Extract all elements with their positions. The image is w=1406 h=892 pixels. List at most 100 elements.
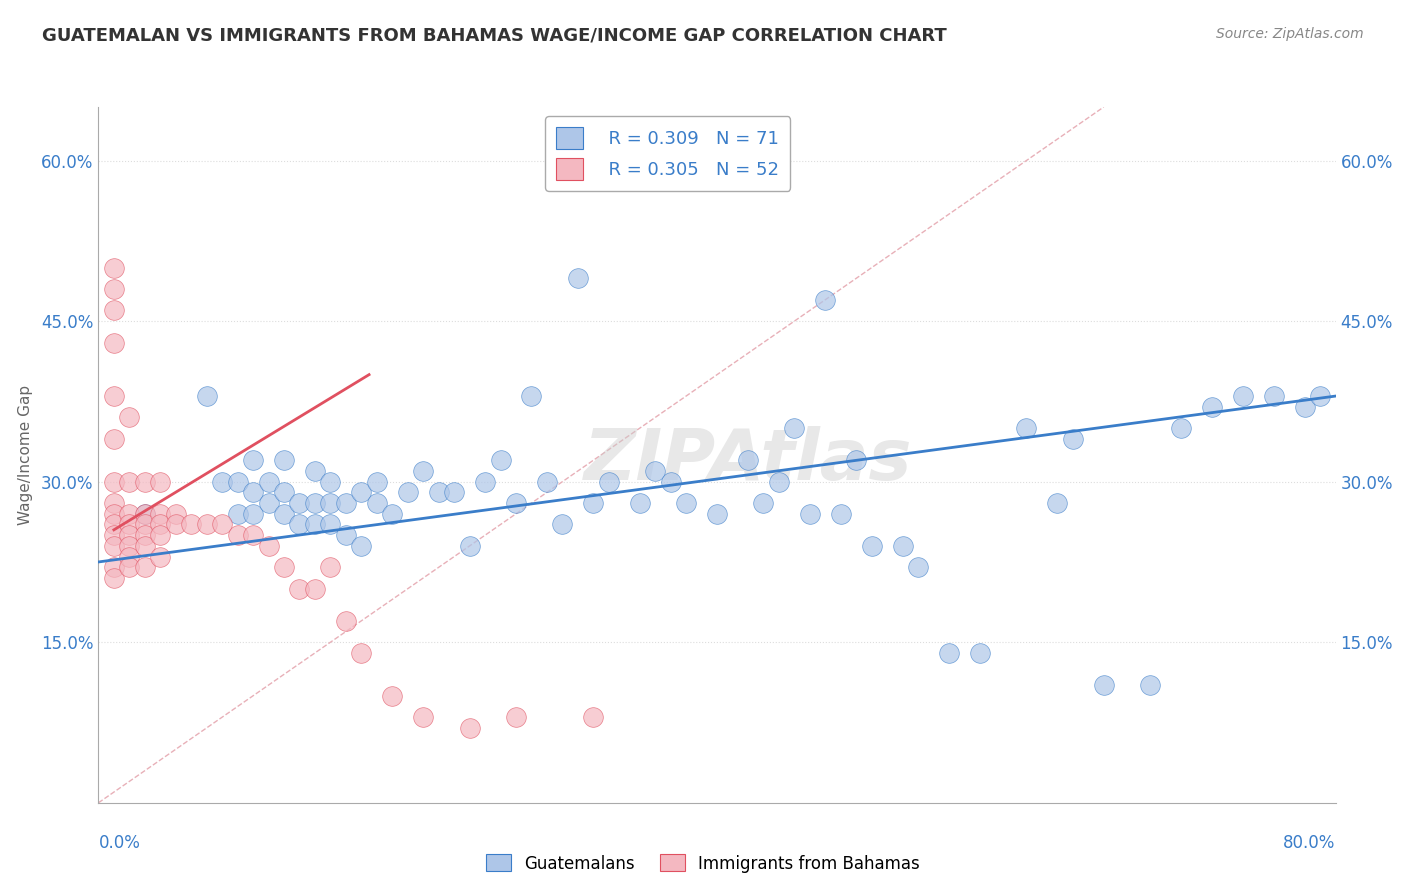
Guatemalans [366,496,388,510]
Guatemalans [1309,389,1331,403]
Guatemalans [304,496,326,510]
Guatemalans [938,646,960,660]
Guatemalans [582,496,605,510]
Immigrants from Bahamas [103,432,125,446]
Guatemalans [257,496,280,510]
Immigrants from Bahamas [149,549,172,564]
Immigrants from Bahamas [118,507,141,521]
Immigrants from Bahamas [273,560,295,574]
Guatemalans [1263,389,1285,403]
Immigrants from Bahamas [350,646,373,660]
Guatemalans [814,293,837,307]
Immigrants from Bahamas [134,507,156,521]
Immigrants from Bahamas [134,517,156,532]
Guatemalans [752,496,775,510]
Guatemalans [381,507,404,521]
Guatemalans [860,539,883,553]
Immigrants from Bahamas [103,475,125,489]
Immigrants from Bahamas [288,582,311,596]
Immigrants from Bahamas [103,528,125,542]
Immigrants from Bahamas [165,507,187,521]
Guatemalans [907,560,929,574]
Immigrants from Bahamas [134,475,156,489]
Guatemalans [226,507,249,521]
Guatemalans [350,485,373,500]
Guatemalans [969,646,991,660]
Guatemalans [396,485,419,500]
Guatemalans [706,507,728,521]
Guatemalans [567,271,589,285]
Immigrants from Bahamas [103,389,125,403]
Guatemalans [335,528,357,542]
Immigrants from Bahamas [118,475,141,489]
Immigrants from Bahamas [319,560,342,574]
Guatemalans [1062,432,1084,446]
Immigrants from Bahamas [103,335,125,350]
Guatemalans [598,475,620,489]
Immigrants from Bahamas [505,710,527,724]
Immigrants from Bahamas [149,507,172,521]
Immigrants from Bahamas [304,582,326,596]
Immigrants from Bahamas [582,710,605,724]
Text: 80.0%: 80.0% [1284,834,1336,852]
Guatemalans [1294,400,1316,414]
Legend: Guatemalans, Immigrants from Bahamas: Guatemalans, Immigrants from Bahamas [479,847,927,880]
Guatemalans [335,496,357,510]
Guatemalans [226,475,249,489]
Y-axis label: Wage/Income Gap: Wage/Income Gap [18,384,32,525]
Guatemalans [304,464,326,478]
Immigrants from Bahamas [211,517,233,532]
Immigrants from Bahamas [134,528,156,542]
Guatemalans [366,475,388,489]
Immigrants from Bahamas [103,282,125,296]
Guatemalans [1092,678,1115,692]
Guatemalans [891,539,914,553]
Guatemalans [257,475,280,489]
Immigrants from Bahamas [149,517,172,532]
Immigrants from Bahamas [412,710,434,724]
Text: Source: ZipAtlas.com: Source: ZipAtlas.com [1216,27,1364,41]
Guatemalans [427,485,450,500]
Guatemalans [675,496,697,510]
Guatemalans [644,464,666,478]
Guatemalans [288,517,311,532]
Immigrants from Bahamas [381,689,404,703]
Immigrants from Bahamas [458,721,481,735]
Guatemalans [273,453,295,467]
Guatemalans [195,389,218,403]
Guatemalans [134,507,156,521]
Guatemalans [489,453,512,467]
Immigrants from Bahamas [118,528,141,542]
Legend:   R = 0.309   N = 71,   R = 0.305   N = 52: R = 0.309 N = 71, R = 0.305 N = 52 [546,116,790,191]
Guatemalans [845,453,868,467]
Immigrants from Bahamas [118,410,141,425]
Guatemalans [319,496,342,510]
Guatemalans [1046,496,1069,510]
Guatemalans [458,539,481,553]
Guatemalans [242,507,264,521]
Guatemalans [505,496,527,510]
Immigrants from Bahamas [118,560,141,574]
Guatemalans [443,485,465,500]
Immigrants from Bahamas [103,571,125,585]
Guatemalans [350,539,373,553]
Guatemalans [1232,389,1254,403]
Guatemalans [412,464,434,478]
Immigrants from Bahamas [103,507,125,521]
Immigrants from Bahamas [118,539,141,553]
Immigrants from Bahamas [103,517,125,532]
Immigrants from Bahamas [165,517,187,532]
Guatemalans [1015,421,1038,435]
Immigrants from Bahamas [335,614,357,628]
Guatemalans [768,475,790,489]
Immigrants from Bahamas [103,560,125,574]
Guatemalans [799,507,821,521]
Guatemalans [273,485,295,500]
Guatemalans [1139,678,1161,692]
Immigrants from Bahamas [134,539,156,553]
Guatemalans [211,475,233,489]
Guatemalans [628,496,651,510]
Guatemalans [830,507,852,521]
Immigrants from Bahamas [149,528,172,542]
Guatemalans [242,485,264,500]
